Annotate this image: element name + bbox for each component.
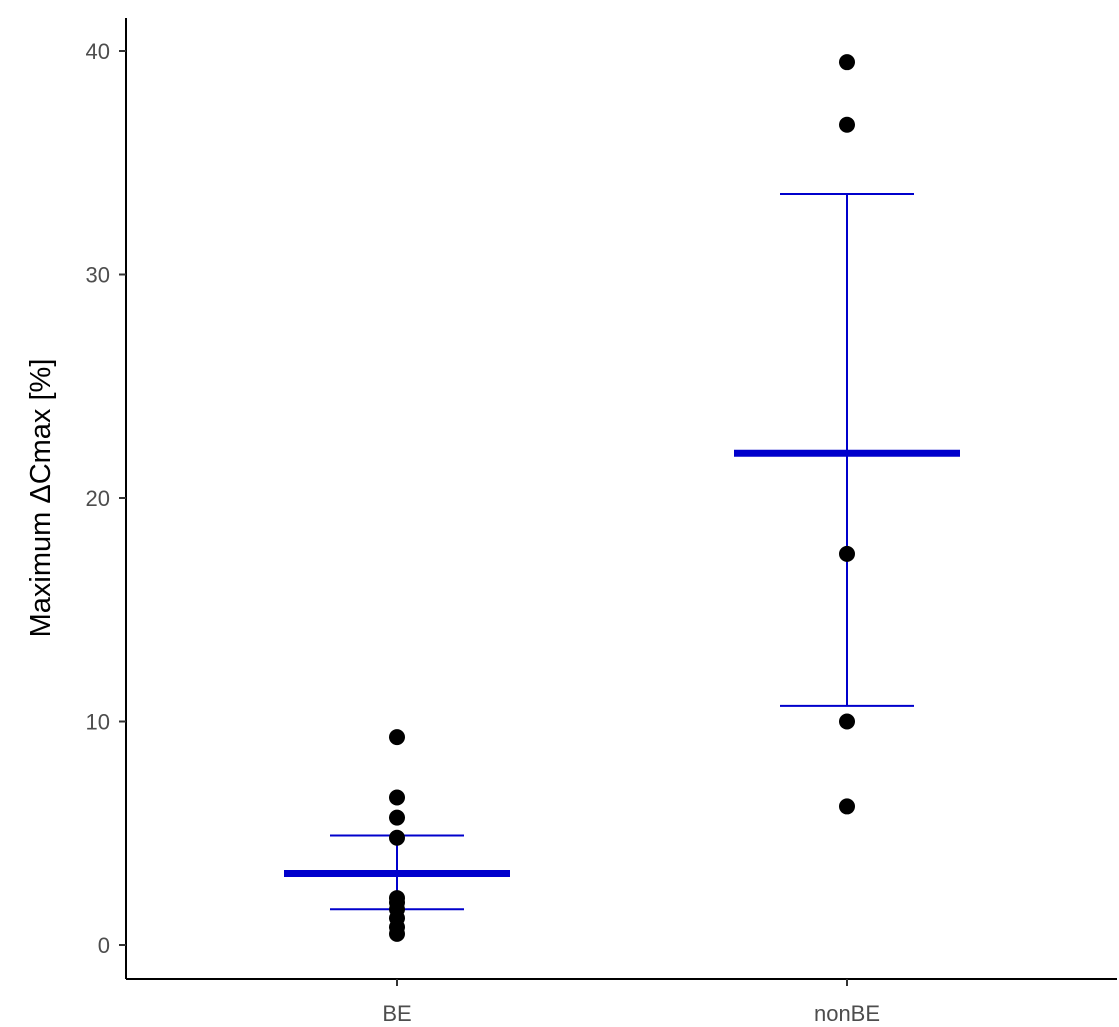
data-point: [839, 713, 855, 730]
x-tick-label: BE: [382, 1001, 411, 1026]
axes: [125, 18, 1117, 980]
data-point: [389, 829, 405, 846]
summary-nonBE: [734, 193, 960, 707]
summary-bars: [284, 193, 960, 911]
data-point: [839, 54, 855, 71]
y-axis-title: Maximum ΔCmax [%]: [25, 359, 57, 638]
data-point: [389, 789, 405, 806]
data-point: [389, 729, 405, 746]
data-point: [839, 116, 855, 133]
data-point: [839, 798, 855, 815]
x-tick-label: nonBE: [814, 1001, 880, 1026]
y-tick-label: 40: [86, 39, 110, 64]
data-point: [389, 809, 405, 826]
data-points: [389, 54, 855, 942]
y-tick-label: 0: [98, 933, 110, 958]
y-tick-label: 10: [86, 710, 110, 735]
x-ticks: BE nonBE: [382, 979, 880, 1026]
data-point: [389, 925, 405, 942]
y-tick-label: 20: [86, 486, 110, 511]
y-tick-label: 30: [86, 263, 110, 288]
data-point: [839, 545, 855, 562]
y-ticks: 0 10 20 30 40: [86, 39, 126, 958]
